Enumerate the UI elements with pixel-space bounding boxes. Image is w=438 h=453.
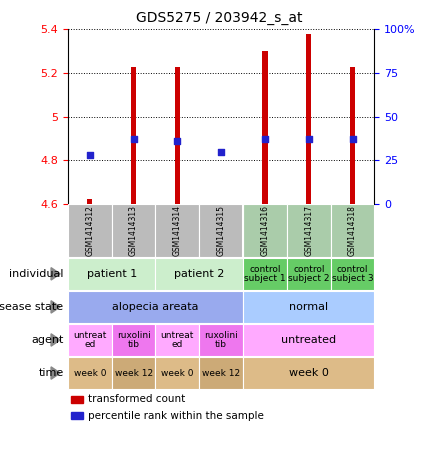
Text: GSM1414315: GSM1414315 (217, 205, 226, 256)
Text: GDS5275 / 203942_s_at: GDS5275 / 203942_s_at (136, 11, 302, 25)
Bar (243, 291, 374, 323)
Text: GSM1414317: GSM1414317 (304, 205, 313, 256)
Bar (68, 258, 155, 290)
Text: untreat
ed: untreat ed (73, 331, 106, 349)
Text: percentile rank within the sample: percentile rank within the sample (88, 410, 264, 421)
Point (349, 136, 356, 143)
Bar (287, 204, 331, 257)
Bar (112, 204, 155, 257)
Bar (262, 51, 268, 204)
Text: ruxolini
tib: ruxolini tib (117, 331, 151, 349)
Text: GSM1414312: GSM1414312 (85, 205, 94, 256)
Text: alopecia areata: alopecia areata (112, 302, 199, 312)
Text: individual: individual (9, 269, 64, 279)
Point (218, 148, 225, 155)
Bar (306, 34, 311, 204)
Bar (243, 258, 287, 290)
Bar (71, 396, 83, 403)
Text: GSM1414316: GSM1414316 (261, 205, 269, 256)
Bar (68, 357, 112, 389)
Text: control
subject 1: control subject 1 (244, 265, 286, 283)
Text: patient 1: patient 1 (87, 269, 137, 279)
Bar (199, 204, 243, 257)
Text: untreat
ed: untreat ed (161, 331, 194, 349)
Text: control
subject 2: control subject 2 (288, 265, 329, 283)
Bar (199, 357, 243, 389)
Bar (68, 204, 112, 257)
Bar (331, 258, 374, 290)
Text: GSM1414318: GSM1414318 (348, 205, 357, 256)
Bar (71, 412, 83, 419)
Bar (155, 357, 199, 389)
Text: control
subject 3: control subject 3 (332, 265, 374, 283)
Text: GSM1414313: GSM1414313 (129, 205, 138, 256)
Polygon shape (51, 268, 60, 280)
Polygon shape (51, 334, 60, 346)
Point (261, 136, 268, 143)
Bar (331, 204, 374, 257)
Bar (112, 357, 155, 389)
Polygon shape (51, 301, 60, 313)
Point (86, 151, 93, 159)
Bar (287, 258, 331, 290)
Text: untreated: untreated (281, 335, 336, 345)
Bar (155, 324, 199, 356)
Bar (350, 67, 355, 204)
Text: GSM1414314: GSM1414314 (173, 205, 182, 256)
Text: transformed count: transformed count (88, 394, 185, 405)
Text: time: time (38, 368, 64, 378)
Point (305, 136, 312, 143)
Text: week 12: week 12 (114, 369, 153, 377)
Text: normal: normal (289, 302, 328, 312)
Bar (112, 324, 155, 356)
Bar (155, 258, 243, 290)
Text: ruxolini
tib: ruxolini tib (204, 331, 238, 349)
Bar (199, 324, 243, 356)
Text: week 0: week 0 (289, 368, 329, 378)
Text: disease state: disease state (0, 302, 64, 312)
Point (174, 137, 181, 145)
Text: week 0: week 0 (161, 369, 194, 377)
Bar (243, 357, 374, 389)
Bar (243, 204, 287, 257)
Bar (68, 324, 112, 356)
Bar (68, 291, 243, 323)
Bar (155, 204, 199, 257)
Text: agent: agent (31, 335, 64, 345)
Text: patient 2: patient 2 (174, 269, 225, 279)
Text: week 0: week 0 (74, 369, 106, 377)
Text: week 12: week 12 (202, 369, 240, 377)
Bar (243, 324, 374, 356)
Bar (131, 67, 136, 204)
Polygon shape (51, 367, 60, 379)
Point (130, 136, 137, 143)
Bar (87, 199, 92, 204)
Bar (175, 67, 180, 204)
